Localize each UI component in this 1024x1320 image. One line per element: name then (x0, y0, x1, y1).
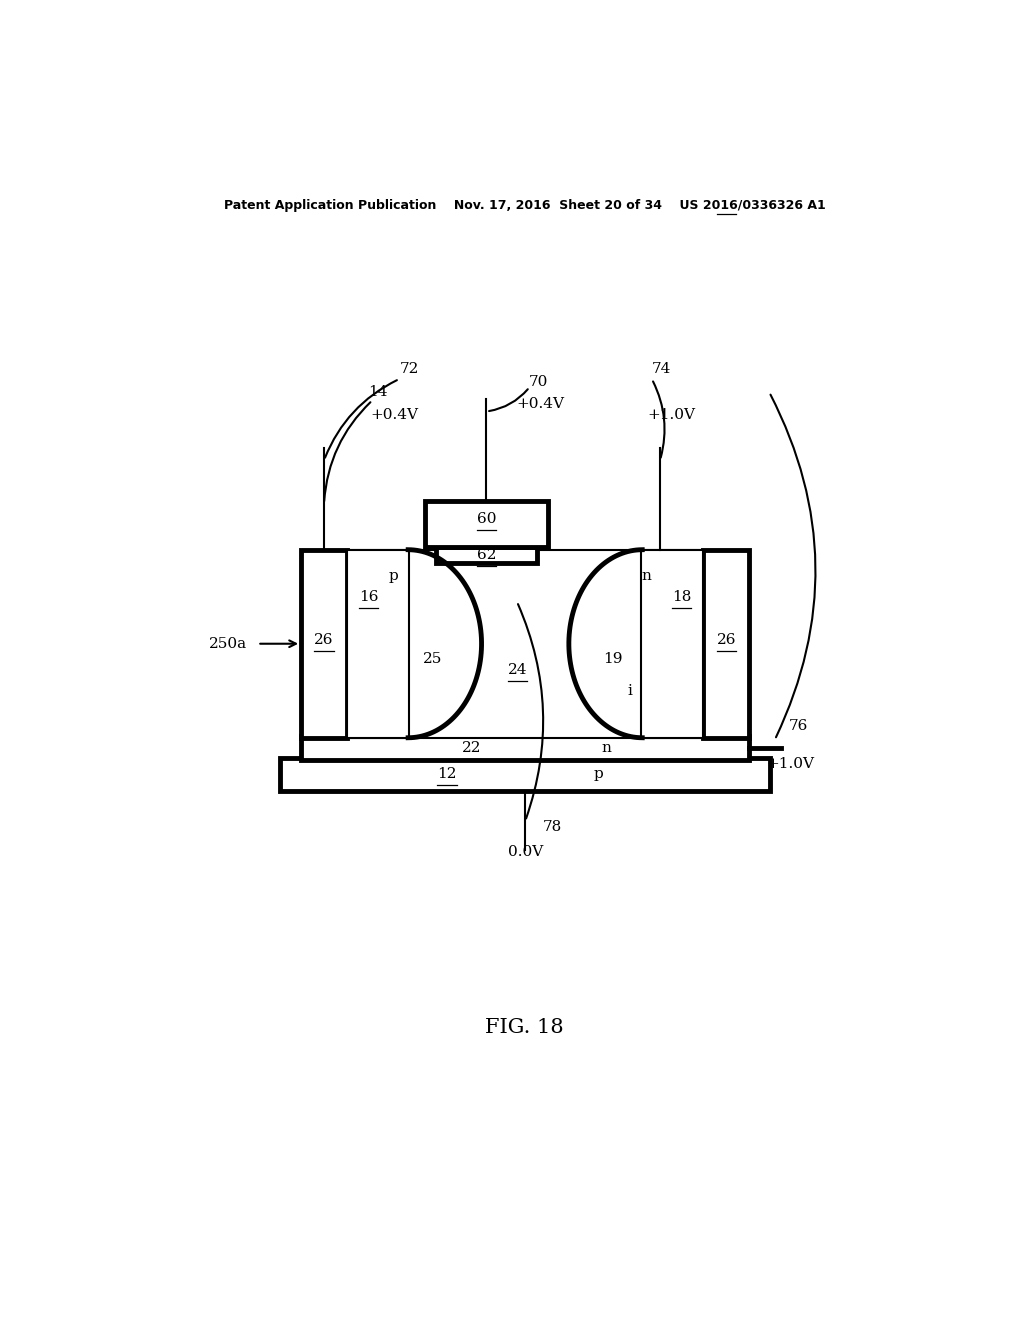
Text: n: n (641, 569, 651, 583)
Text: Patent Application Publication    Nov. 17, 2016  Sheet 20 of 34    US 2016/03363: Patent Application Publication Nov. 17, … (224, 199, 825, 213)
Text: +0.4V: +0.4V (370, 408, 418, 421)
Text: 70: 70 (528, 375, 548, 389)
Text: 24: 24 (508, 663, 527, 677)
Bar (425, 500, 548, 546)
Text: 12: 12 (437, 767, 457, 781)
Text: 22: 22 (462, 741, 481, 755)
Bar (436, 546, 538, 562)
Text: i: i (627, 684, 632, 698)
Bar (281, 758, 770, 791)
Text: 14: 14 (369, 385, 388, 399)
Text: +1.0V: +1.0V (767, 758, 815, 771)
Bar (301, 735, 750, 760)
Text: 25: 25 (423, 652, 442, 665)
Bar (703, 549, 750, 738)
Text: 74: 74 (652, 362, 671, 376)
Text: 26: 26 (314, 634, 334, 647)
Text: FIG. 18: FIG. 18 (485, 1018, 564, 1038)
Text: p: p (594, 767, 603, 781)
Text: 78: 78 (543, 820, 562, 834)
Text: n: n (601, 741, 611, 755)
Text: +1.0V: +1.0V (647, 408, 695, 421)
Text: +0.4V: +0.4V (517, 397, 565, 412)
Text: 76: 76 (790, 718, 808, 733)
Bar (301, 549, 347, 738)
Text: p: p (388, 569, 398, 583)
Text: 250a: 250a (209, 636, 247, 651)
Text: 19: 19 (603, 652, 623, 665)
Text: 60: 60 (476, 512, 496, 527)
Text: 72: 72 (399, 362, 419, 376)
Bar (641, 549, 703, 738)
Text: 16: 16 (359, 590, 379, 603)
Text: 26: 26 (717, 634, 736, 647)
Bar (347, 549, 409, 738)
Bar (301, 549, 750, 738)
Text: 62: 62 (476, 548, 496, 562)
Text: 18: 18 (672, 590, 691, 603)
Text: 0.0V: 0.0V (508, 845, 543, 858)
